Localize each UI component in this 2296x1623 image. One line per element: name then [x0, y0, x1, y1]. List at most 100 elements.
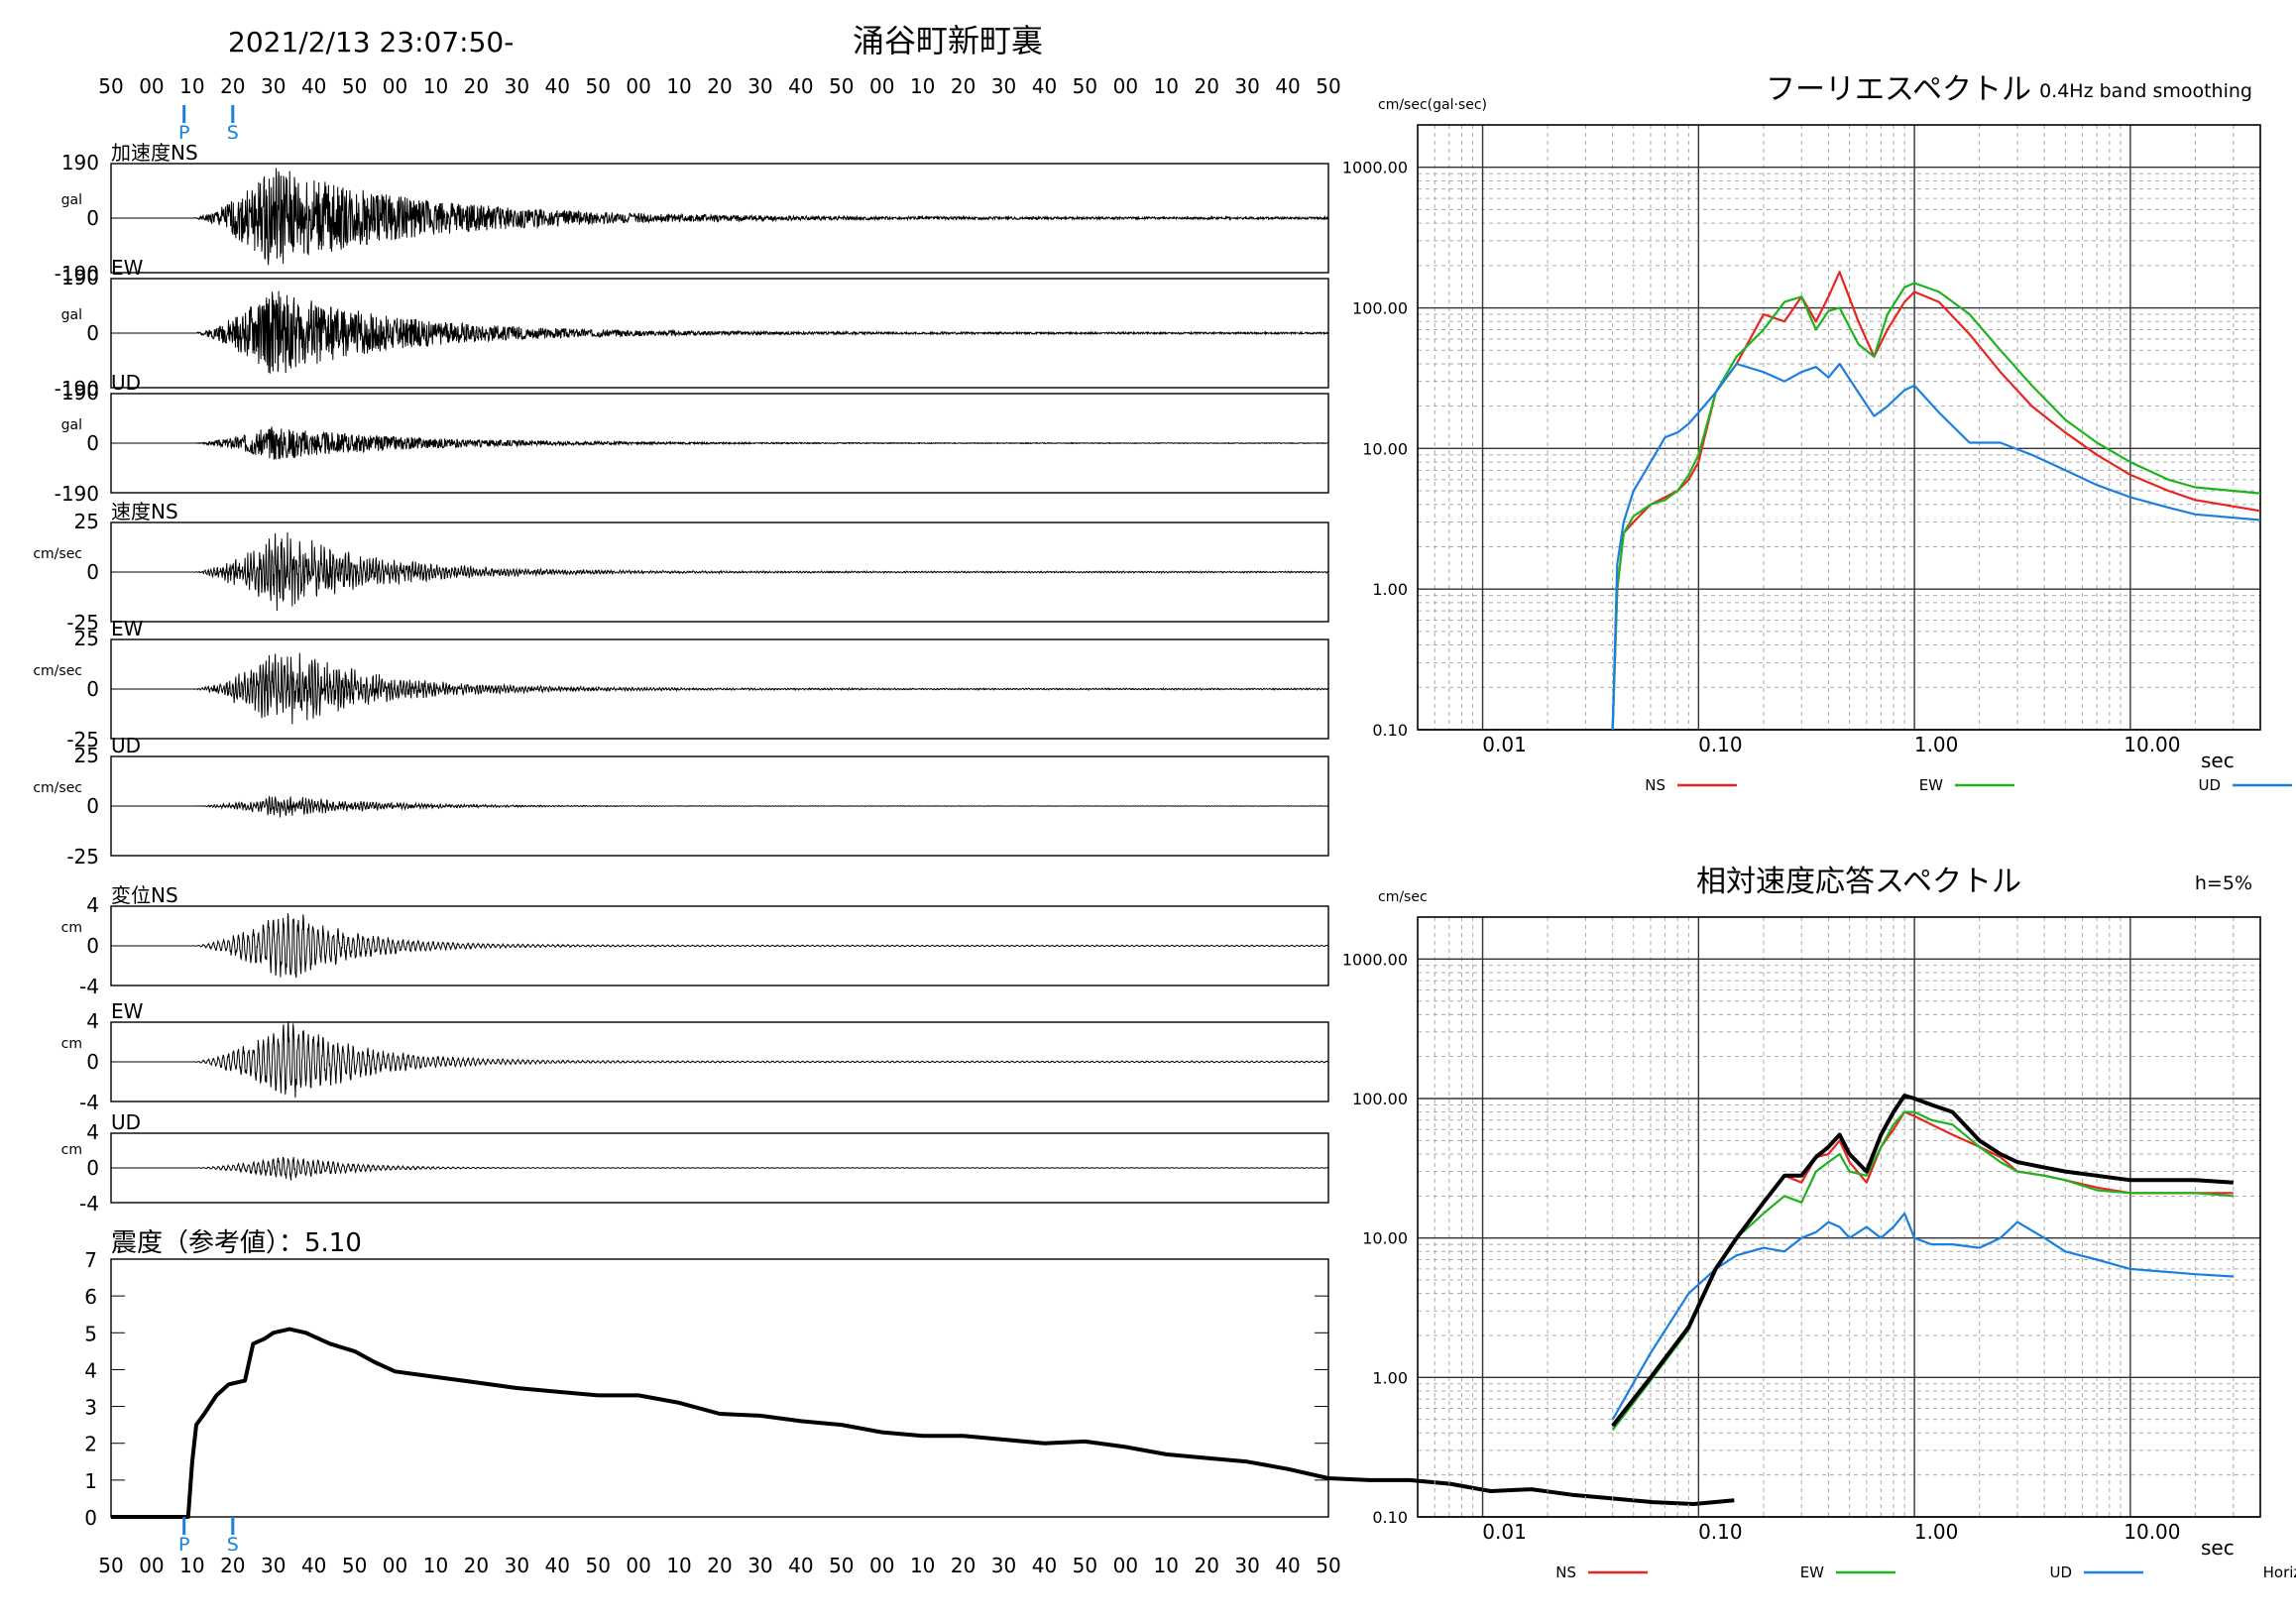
waveform-trace	[111, 652, 1329, 725]
waveform-zero-label: 0	[86, 794, 99, 818]
waveform-unit-label: cm/sec	[33, 663, 82, 679]
legend-label-ns: NS	[1645, 776, 1665, 794]
legend-label-ew: EW	[1800, 1564, 1824, 1581]
time-tick-label-bottom: 50	[585, 1554, 610, 1577]
time-tick-label-top: 40	[545, 74, 570, 98]
waveform-zero-label: 0	[86, 677, 99, 701]
waveform-zero-label: 0	[86, 560, 99, 584]
waveform-ymax-label: 190	[61, 151, 99, 174]
p-wave-label-top: P	[178, 122, 189, 144]
spectrum-xtick-label: 1.00	[1914, 1520, 1959, 1544]
waveform-unit-label: cm	[61, 1036, 82, 1052]
time-axis-top: 50 00 10 20 30 40 50 00 10 20 30 40 50 00 10 20 30 40 50 00…	[98, 74, 1340, 144]
intensity-ytick-label: 2	[84, 1433, 97, 1456]
time-tick-label-top: 50	[98, 74, 123, 98]
time-tick-label-top: 40	[1032, 74, 1057, 98]
p-wave-label-bottom: P	[178, 1534, 189, 1556]
spectrum-subtitle: 0.4Hz band smoothing	[2039, 80, 2252, 102]
time-tick-label-bottom: 20	[951, 1554, 976, 1577]
waveform-zero-label: 0	[86, 321, 99, 345]
waveform-component-label: UD	[111, 734, 141, 757]
legend-label-ew: EW	[1919, 776, 1943, 794]
time-tick-label-bottom: 50	[829, 1554, 854, 1577]
spectrum-title: フーリエスペクトル	[1766, 72, 2031, 107]
intensity-line	[111, 1327, 1735, 1519]
time-tick-label-top: 50	[1316, 74, 1340, 98]
time-tick-label-top: 40	[1275, 74, 1300, 98]
time-tick-label-top: 30	[747, 74, 772, 98]
time-tick-label-bottom: 30	[1234, 1554, 1259, 1577]
waveform-ymin-label: -4	[79, 1192, 99, 1216]
spectrum-frame	[1417, 916, 2261, 1518]
spectrum-xtick-label: 0.01	[1482, 733, 1527, 756]
station-name: 涌谷町新町裏	[853, 22, 1043, 59]
spectrum-xtick-label: 0.10	[1698, 1520, 1743, 1544]
time-tick-label-top: 20	[220, 74, 245, 98]
waveform-component-label: UD	[111, 371, 141, 395]
spectrum-ytick-label: 10.00	[1362, 1229, 1408, 1248]
waveform-component-label: UD	[111, 1110, 141, 1134]
time-tick-label-top: 10	[1154, 74, 1179, 98]
record-timestamp: 2021/2/13 23:07:50-	[228, 26, 514, 58]
waveform-unit-label: cm	[61, 1142, 82, 1158]
waveform-ymax-label: 25	[74, 744, 99, 767]
waveform-panel-3: 速度NS 25 -25 0cm/sec	[33, 500, 1329, 635]
spectrum-ytick-label: 0.10	[1372, 721, 1408, 740]
time-tick-label-top: 20	[707, 74, 732, 98]
time-tick-label-top: 30	[261, 74, 286, 98]
intensity-frame	[110, 1258, 1329, 1518]
spectrum-ylabel: cm/sec(gal·sec)	[1378, 97, 1487, 113]
time-tick-label-top: 20	[1194, 74, 1218, 98]
waveform-ymin-label: -190	[55, 262, 99, 286]
waveform-panel-8: UD 4 -4 0cm	[61, 1110, 1329, 1216]
spectrum-xtick-label: 0.10	[1698, 733, 1743, 756]
intensity-title: 震度（参考値）：5.10	[111, 1228, 362, 1258]
waveform-component-label: EW	[111, 617, 144, 640]
time-axis-bottom: 50 00 10 20 30 40 50 00 10 20 30 40 50 00 10 20 30 40 50 00…	[98, 1517, 1341, 1577]
time-tick-label-top: 10	[179, 74, 204, 98]
spectrum-series-ud	[1611, 1212, 2234, 1421]
spectrum-series-ud	[1611, 362, 2261, 731]
spectrum-xtick-label: 10.00	[2124, 1520, 2180, 1544]
waveform-zero-label: 0	[86, 934, 99, 958]
time-tick-label-bottom: 10	[666, 1554, 691, 1577]
spectrum-xtick-label: 1.00	[1914, 733, 1959, 756]
spectrum-ytick-label: 100.00	[1352, 1090, 1408, 1108]
intensity-panel: 震度（参考値）：5.10 0 1 2 3 4 5 6 7	[84, 1228, 1735, 1530]
spectrum-title: 相対速度応答スペクトル	[1696, 865, 2021, 899]
waveform-zero-label: 0	[86, 431, 99, 455]
spectrum-xtick-label: 10.00	[2124, 733, 2180, 756]
time-tick-label-bottom: 30	[747, 1554, 772, 1577]
spectrum-subtitle: h=5%	[2195, 872, 2252, 894]
spectrum-series-horizon	[1611, 1094, 2234, 1428]
waveform-panel-4: EW 25 -25 0cm/sec	[33, 617, 1329, 752]
spectrum-ytick-label: 1.00	[1372, 1368, 1408, 1387]
time-tick-label-bottom: 30	[505, 1554, 529, 1577]
time-tick-label-bottom: 20	[464, 1554, 489, 1577]
waveform-trace	[111, 913, 1329, 979]
waveform-trace	[111, 531, 1329, 612]
intensity-ytick-label: 6	[84, 1285, 97, 1309]
time-tick-label-top: 20	[951, 74, 976, 98]
spectrum-xlabel: sec	[2201, 749, 2235, 772]
legend-label-horizon: Horizon	[2263, 1564, 2296, 1581]
spectrum-series-ns	[1611, 271, 2261, 731]
waveform-unit-label: gal	[61, 192, 82, 208]
waveform-unit-label: gal	[61, 417, 82, 433]
intensity-ytick-label: 1	[84, 1469, 97, 1493]
time-tick-label-bottom: 40	[788, 1554, 813, 1577]
time-tick-label-bottom: 40	[1032, 1554, 1057, 1577]
spectrum-ytick-label: 10.00	[1362, 439, 1408, 458]
waveform-trace	[111, 1156, 1329, 1181]
time-tick-label-bottom: 00	[1113, 1554, 1138, 1577]
intensity-ytick-label: 3	[84, 1396, 97, 1420]
time-tick-label-bottom: 30	[991, 1554, 1016, 1577]
spectrum-ylabel: cm/sec	[1378, 889, 1428, 905]
time-tick-label-bottom: 10	[423, 1554, 448, 1577]
waveform-ymin-label: -4	[79, 1091, 99, 1114]
time-tick-label-bottom: 30	[261, 1554, 286, 1577]
waveform-component-label: 速度NS	[111, 500, 178, 523]
intensity-ytick-label: 0	[84, 1506, 97, 1530]
waveform-ymax-label: 4	[86, 893, 99, 917]
